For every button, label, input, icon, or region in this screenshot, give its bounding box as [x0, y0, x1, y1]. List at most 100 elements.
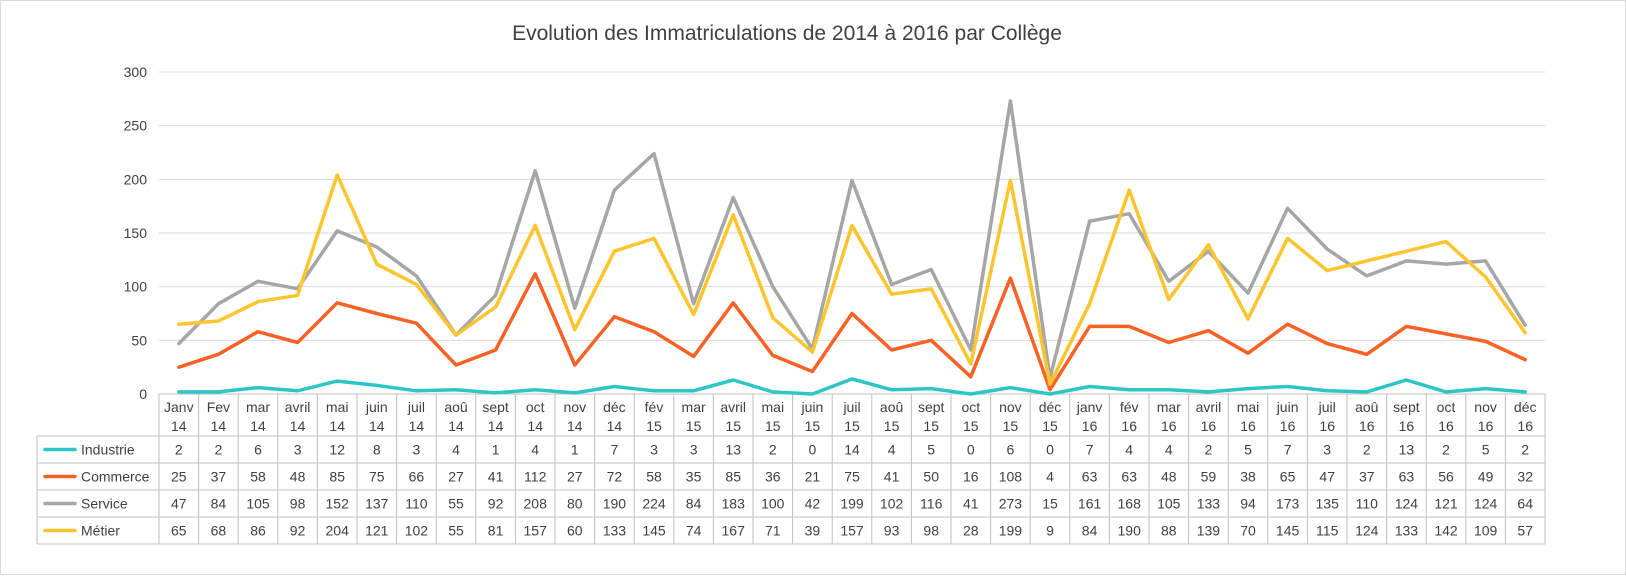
x-tick-label-year: 15: [725, 418, 741, 434]
data-label: 0: [1046, 442, 1054, 458]
x-tick-label-year: 15: [923, 418, 939, 434]
data-label: 13: [1399, 442, 1415, 458]
x-tick-label: mar: [246, 399, 270, 415]
data-label: 39: [805, 523, 821, 539]
data-label: 124: [1474, 496, 1498, 512]
data-label: 65: [1280, 469, 1296, 485]
x-tick-label: juil: [842, 399, 860, 415]
x-tick-label: mai: [326, 399, 349, 415]
data-label: 49: [1478, 469, 1494, 485]
x-tick-label-year: 15: [884, 418, 900, 434]
data-label: 94: [1240, 496, 1256, 512]
data-label: 133: [1395, 523, 1419, 539]
x-tick-label: aoû: [1355, 399, 1378, 415]
data-label: 2: [175, 442, 183, 458]
x-tick-label-year: 14: [211, 418, 227, 434]
legend-label: Commerce: [81, 469, 150, 485]
data-label: 121: [1434, 496, 1458, 512]
data-label: 84: [686, 496, 702, 512]
x-tick-label-year: 14: [527, 418, 543, 434]
data-label: 72: [607, 469, 623, 485]
data-label: 64: [1517, 496, 1533, 512]
data-label: 75: [844, 469, 860, 485]
data-label: 16: [963, 469, 979, 485]
x-tick-label: oct: [1437, 399, 1456, 415]
data-label: 59: [1201, 469, 1217, 485]
data-label: 58: [646, 469, 662, 485]
data-label: 142: [1434, 523, 1458, 539]
x-tick-label: juin: [801, 399, 824, 415]
data-label: 124: [1355, 523, 1379, 539]
data-label: 84: [1082, 523, 1098, 539]
x-tick-label-year: 14: [448, 418, 464, 434]
x-tick-label: oct: [961, 399, 980, 415]
x-tick-label: Janv: [164, 399, 194, 415]
series-line-industrie: [177, 377, 1527, 396]
data-label: 84: [211, 496, 227, 512]
data-label: 2: [1521, 442, 1529, 458]
x-tick-label-year: 14: [607, 418, 623, 434]
x-tick-label-year: 15: [1042, 418, 1058, 434]
chart-title: Evolution des Immatriculations de 2014 à…: [512, 22, 1062, 45]
x-tick-label: avril: [720, 399, 746, 415]
data-label: 47: [171, 496, 187, 512]
data-label: 56: [1438, 469, 1454, 485]
data-label: 38: [1240, 469, 1256, 485]
data-label: 157: [524, 523, 548, 539]
x-tick-label-year: 16: [1438, 418, 1454, 434]
x-tick-label-year: 14: [488, 418, 504, 434]
data-label: 68: [211, 523, 227, 539]
data-label: 7: [611, 442, 619, 458]
data-label: 85: [725, 469, 741, 485]
data-label: 7: [1284, 442, 1292, 458]
x-tick-label: mai: [762, 399, 785, 415]
y-tick-label: 250: [124, 118, 148, 134]
x-tick-label: déc: [1514, 399, 1537, 415]
data-label: 102: [880, 496, 904, 512]
y-tick-label: 50: [131, 332, 147, 348]
data-label: 47: [1319, 469, 1335, 485]
data-label: 80: [567, 496, 583, 512]
data-label: 102: [405, 523, 429, 539]
data-label: 124: [1395, 496, 1419, 512]
data-label: 167: [722, 523, 746, 539]
data-label: 63: [1121, 469, 1137, 485]
series-lines: [177, 99, 1527, 396]
y-tick-label: 300: [124, 64, 148, 80]
data-label: 65: [171, 523, 187, 539]
data-label: 137: [365, 496, 389, 512]
legend-label: Service: [81, 496, 128, 512]
x-tick-label-year: 14: [369, 418, 385, 434]
y-axis: 0 50 100 150 200 250 300: [124, 64, 148, 402]
data-label: 199: [840, 496, 864, 512]
data-label: 37: [1359, 469, 1375, 485]
y-tick-label: 200: [124, 171, 148, 187]
data-label: 0: [809, 442, 817, 458]
data-label: 70: [1240, 523, 1256, 539]
data-label: 273: [999, 496, 1023, 512]
x-tick-label-year: 15: [1003, 418, 1019, 434]
data-label: 133: [1197, 496, 1221, 512]
series-line-service: [177, 99, 1527, 380]
data-label: 4: [1165, 442, 1173, 458]
y-tick-label: 100: [124, 279, 148, 295]
x-tick-label-year: 15: [963, 418, 979, 434]
data-label: 105: [1157, 496, 1181, 512]
x-tick-label: aoû: [880, 399, 903, 415]
x-tick-label: nov: [999, 399, 1022, 415]
data-label: 28: [963, 523, 979, 539]
x-tick-label-year: 16: [1359, 418, 1375, 434]
data-label: 2: [1205, 442, 1213, 458]
data-label: 224: [642, 496, 666, 512]
data-label: 7: [1086, 442, 1094, 458]
data-label: 93: [884, 523, 900, 539]
data-label: 5: [927, 442, 935, 458]
series-line-commerce: [177, 272, 1527, 392]
data-label: 105: [246, 496, 270, 512]
x-tick-label-year: 15: [686, 418, 702, 434]
x-tick-label-year: 15: [765, 418, 781, 434]
data-label: 2: [1363, 442, 1371, 458]
data-label: 14: [844, 442, 860, 458]
